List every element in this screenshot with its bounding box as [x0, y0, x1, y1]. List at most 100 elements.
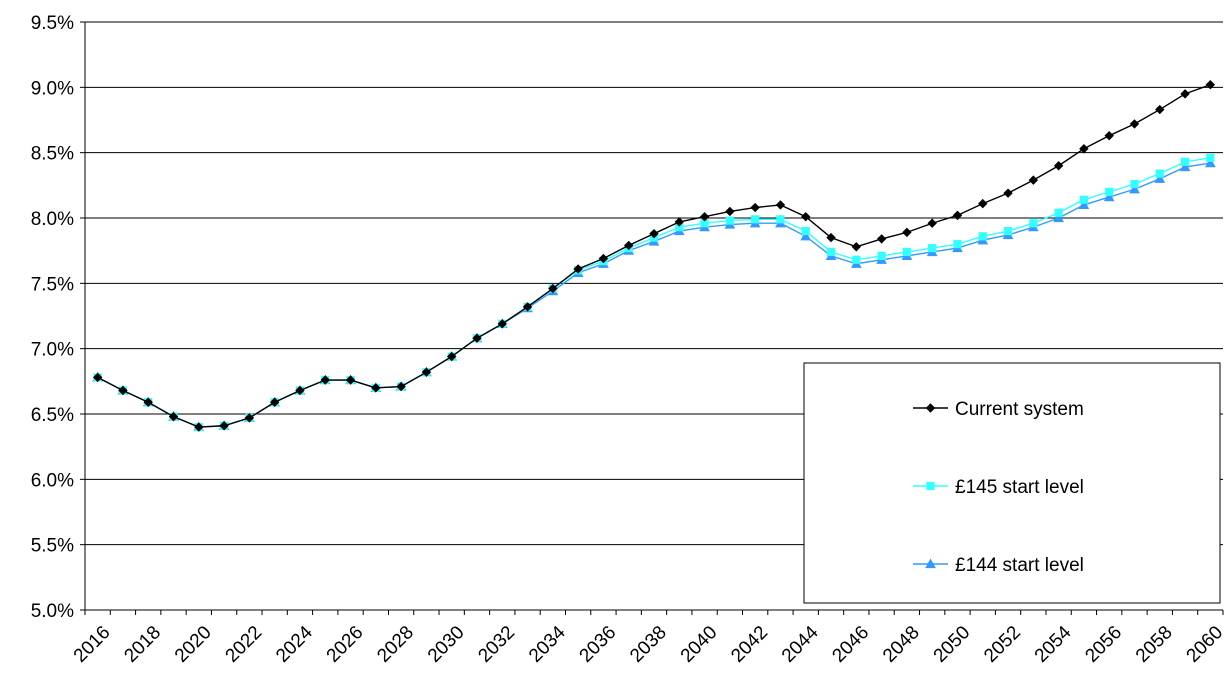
data-point [143, 397, 153, 407]
data-point [1003, 226, 1013, 236]
x-tick-label: 2040 [677, 622, 722, 667]
data-point [1053, 161, 1064, 171]
data-point [1155, 169, 1164, 178]
data-point [168, 411, 179, 422]
data-point [978, 198, 988, 209]
data-point [295, 385, 305, 396]
data-point [1003, 188, 1013, 198]
x-tick-label: 2026 [323, 622, 368, 667]
data-point [1180, 89, 1190, 99]
data-point [725, 216, 734, 225]
x-tick-label: 2044 [778, 622, 823, 667]
data-point [952, 210, 963, 221]
data-point [548, 283, 558, 294]
data-point [573, 264, 583, 274]
x-tick-label: 2016 [70, 622, 115, 667]
data-point [396, 381, 406, 392]
data-point [1079, 195, 1089, 204]
y-tick-label: 5.0% [31, 601, 74, 622]
data-point [775, 200, 786, 210]
data-point [1053, 212, 1064, 223]
x-tick-label: 2058 [1132, 622, 1177, 667]
data-point [1104, 130, 1114, 141]
series-layer [92, 80, 1216, 432]
y-tick-label: 9.5% [31, 13, 74, 34]
data-point [826, 232, 836, 243]
y-tick-label: 8.5% [31, 144, 74, 165]
data-point [1129, 183, 1140, 194]
x-tick-label: 2050 [930, 622, 975, 667]
data-point [1154, 173, 1166, 183]
y-tick-label: 7.5% [31, 274, 74, 295]
legend-label: £145 start level [955, 477, 1084, 498]
data-point [800, 230, 812, 241]
series-diamond [92, 80, 1216, 432]
data-point [497, 319, 507, 329]
data-point [1028, 175, 1039, 185]
y-tick-label: 6.5% [31, 405, 74, 426]
data-point [446, 351, 457, 362]
y-tick-label: 8.0% [31, 209, 74, 230]
legend-label: Current system [955, 399, 1084, 420]
y-tick-label: 9.0% [31, 78, 74, 99]
x-tick-label: 2030 [424, 622, 469, 667]
data-point [421, 367, 432, 377]
data-point [118, 385, 128, 396]
x-tick-label: 2054 [1031, 622, 1076, 667]
legend-entry: £145 start level [913, 477, 1084, 498]
x-tick-label: 2056 [1081, 622, 1126, 667]
data-point [1179, 161, 1191, 172]
data-point [1205, 80, 1216, 90]
data-point [472, 333, 482, 343]
data-point [953, 240, 962, 249]
x-tick-label: 2022 [222, 622, 267, 667]
data-point [801, 211, 811, 222]
legend: Current system £145 start level £144 start… [803, 362, 1221, 604]
data-point [751, 215, 760, 224]
x-tick-label: 2032 [474, 622, 519, 667]
data-point [776, 215, 785, 224]
gridlines [85, 21, 1223, 611]
data-point [1105, 187, 1114, 196]
data-point [269, 397, 280, 407]
y-tick-label: 6.0% [31, 470, 74, 491]
y-tick-label: 7.0% [31, 340, 74, 361]
data-point [674, 217, 684, 227]
data-point [851, 242, 862, 252]
x-tick-label: 2046 [829, 622, 874, 667]
data-point [598, 253, 609, 264]
data-point [624, 240, 634, 251]
data-point [801, 226, 810, 236]
data-point [750, 202, 760, 213]
x-tick-label: 2028 [373, 622, 418, 667]
x-tick-label: 2036 [576, 622, 621, 667]
data-point [902, 247, 911, 257]
data-point [877, 251, 886, 260]
data-point [978, 232, 987, 241]
data-point [1029, 219, 1038, 228]
data-point [699, 211, 710, 222]
data-point [320, 375, 330, 385]
data-point [725, 206, 735, 217]
data-point [1103, 191, 1115, 202]
x-tick-label: 2042 [727, 622, 772, 667]
data-point [1155, 104, 1165, 115]
data-point [219, 421, 229, 431]
data-point [1129, 119, 1140, 129]
legend-box [803, 362, 1221, 604]
data-point [371, 383, 381, 393]
legend-swatch-marker [925, 403, 936, 413]
data-point [1078, 199, 1090, 210]
data-point [1180, 157, 1190, 166]
data-point [902, 227, 912, 238]
x-tick-label: 2060 [1183, 622, 1228, 667]
y-tick-label: 5.5% [31, 536, 74, 557]
data-point [1054, 208, 1063, 217]
legend-entry: Current system [913, 399, 1084, 420]
data-point [92, 372, 103, 383]
data-point [1130, 179, 1139, 189]
data-point [928, 243, 937, 253]
x-tick-label: 2038 [626, 622, 671, 667]
